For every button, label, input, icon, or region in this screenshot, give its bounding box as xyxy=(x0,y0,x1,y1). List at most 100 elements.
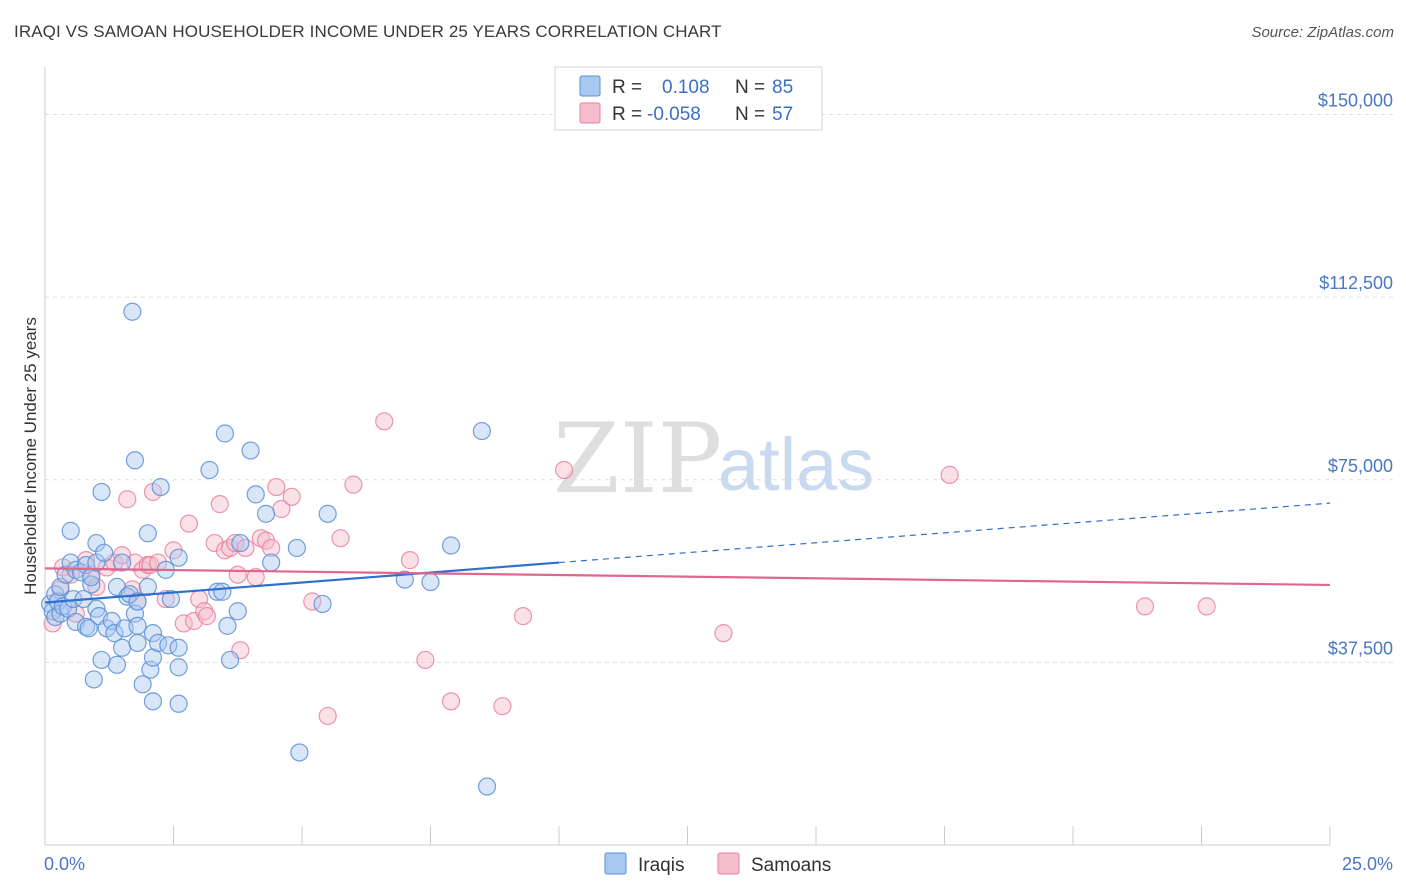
chart-title: IRAQI VS SAMOAN HOUSEHOLDER INCOME UNDER… xyxy=(14,22,722,41)
watermark: ZIP atlas xyxy=(553,403,874,515)
iraqi-point-79 xyxy=(421,572,440,592)
bottom-legend-samoan-swatch xyxy=(717,852,740,875)
iraqi-point-25 xyxy=(87,553,106,572)
iraqi-point-52 xyxy=(143,624,163,643)
y-axis-ticks: $37,500 $75,000 $112,500 $150,000 xyxy=(1318,91,1393,659)
legend-iraqi-r-label: R = xyxy=(612,77,642,98)
samoan-point-40 xyxy=(267,477,286,497)
samoan-point-27 xyxy=(197,607,217,626)
samoan-point-48 xyxy=(400,551,420,570)
series-legend: Iraqis Samoans xyxy=(604,852,831,876)
samoan-point-11 xyxy=(118,490,137,509)
iraqi-point-67 xyxy=(220,650,240,670)
iraqi-point-29 xyxy=(95,543,114,562)
iraqi-point-64 xyxy=(213,582,232,601)
samoan-trend-line xyxy=(44,567,1331,587)
watermark-zip: ZIP xyxy=(553,403,722,515)
iraqi-point-24 xyxy=(87,533,106,553)
samoan-point-55 xyxy=(940,465,959,484)
iraqi-point-36 xyxy=(112,638,132,657)
samoan-point-47 xyxy=(375,412,394,431)
iraqi-point-71 xyxy=(246,485,265,504)
samoan-point-42 xyxy=(282,487,301,506)
samoan-point-19 xyxy=(148,553,168,572)
samoan-point-45 xyxy=(331,529,350,548)
samoan-points xyxy=(43,412,1216,726)
source-credit: Source: ZipAtlas.com xyxy=(1251,24,1394,41)
iraqi-point-59 xyxy=(169,638,188,657)
iraqi-point-40 xyxy=(123,302,142,321)
x-tick-max: 25.0% xyxy=(1342,854,1393,874)
iraqi-point-48 xyxy=(138,524,157,543)
iraqi-point-73 xyxy=(262,553,281,572)
samoan-point-32 xyxy=(226,533,245,553)
correlation-legend: R = 0.108 N = 85 R = -0.058 N = 57 xyxy=(554,66,823,131)
y-tick-label-1: $75,000 xyxy=(1328,456,1393,476)
x-tick-min: 0.0% xyxy=(44,854,85,874)
iraqi-point-72 xyxy=(256,504,276,523)
samoan-point-26 xyxy=(195,602,214,621)
iraqi-point-69 xyxy=(231,533,250,553)
samoan-point-33 xyxy=(228,565,247,584)
iraqi-point-70 xyxy=(241,441,260,460)
samoan-point-29 xyxy=(210,495,229,514)
watermark-atlas: atlas xyxy=(718,423,874,506)
iraqi-point-80 xyxy=(441,536,461,555)
iraqi-point-27 xyxy=(92,482,111,502)
samoan-point-39 xyxy=(262,538,281,558)
legend-samoan-n-label: N = xyxy=(735,104,765,125)
iraqi-point-20 xyxy=(82,575,101,594)
iraqi-point-57 xyxy=(161,589,181,609)
iraqi-point-81 xyxy=(472,421,491,441)
iraqi-point-32 xyxy=(105,624,124,643)
samoan-point-23 xyxy=(179,514,199,533)
samoan-point-56 xyxy=(1135,597,1155,616)
iraqi-point-77 xyxy=(318,504,337,523)
samoan-point-31 xyxy=(220,538,240,558)
samoan-point-46 xyxy=(344,475,363,494)
iraqi-point-63 xyxy=(208,582,227,601)
samoan-point-49 xyxy=(416,650,435,670)
iraqi-point-19 xyxy=(79,619,98,638)
iraqi-point-74 xyxy=(287,538,306,558)
legend-samoan-n-value: 57 xyxy=(772,104,793,125)
bottom-legend-samoan-label: Samoans xyxy=(751,855,831,876)
trend-lines xyxy=(44,502,1331,604)
iraqi-point-46 xyxy=(133,675,152,694)
iraqi-point-58 xyxy=(169,694,188,713)
iraqi-point-50 xyxy=(143,692,163,711)
legend-samoan-r-value: -0.058 xyxy=(647,104,701,125)
y-tick-label-3: $150,000 xyxy=(1318,91,1393,111)
iraqi-point-23 xyxy=(87,599,106,618)
axes xyxy=(44,67,1331,846)
iraqi-point-82 xyxy=(477,777,497,796)
samoan-point-54 xyxy=(714,624,733,643)
iraqi-point-76 xyxy=(313,594,332,614)
iraqi-point-45 xyxy=(128,592,147,611)
iraqi-point-11 xyxy=(61,521,80,540)
iraqi-trend-extension xyxy=(558,502,1331,564)
legend-samoan-r-label: R = xyxy=(612,104,642,125)
iraqi-point-61 xyxy=(169,548,188,567)
iraqi-point-65 xyxy=(215,424,234,443)
legend-iraqi-n-value: 85 xyxy=(772,77,793,98)
legend-iraqi-r-value: 0.108 xyxy=(662,77,710,98)
samoan-point-52 xyxy=(513,607,533,626)
iraqi-point-62 xyxy=(200,460,219,480)
legend-samoan-swatch xyxy=(579,102,601,124)
iraqi-point-28 xyxy=(92,650,111,670)
iraqi-point-68 xyxy=(228,602,247,621)
samoan-point-44 xyxy=(318,706,337,726)
samoan-point-50 xyxy=(441,692,461,711)
y-axis-label: Householder Income Under 25 years xyxy=(21,317,40,595)
iraqi-point-22 xyxy=(84,670,103,689)
iraqi-point-75 xyxy=(290,743,309,762)
iraqi-points xyxy=(41,302,497,796)
samoan-point-53 xyxy=(555,460,574,480)
legend-iraqi-swatch xyxy=(579,75,601,97)
iraqi-point-60 xyxy=(169,658,188,677)
samoan-point-35 xyxy=(236,538,255,558)
iraqi-trend-line xyxy=(44,561,560,604)
y-tick-label-0: $37,500 xyxy=(1328,638,1393,658)
